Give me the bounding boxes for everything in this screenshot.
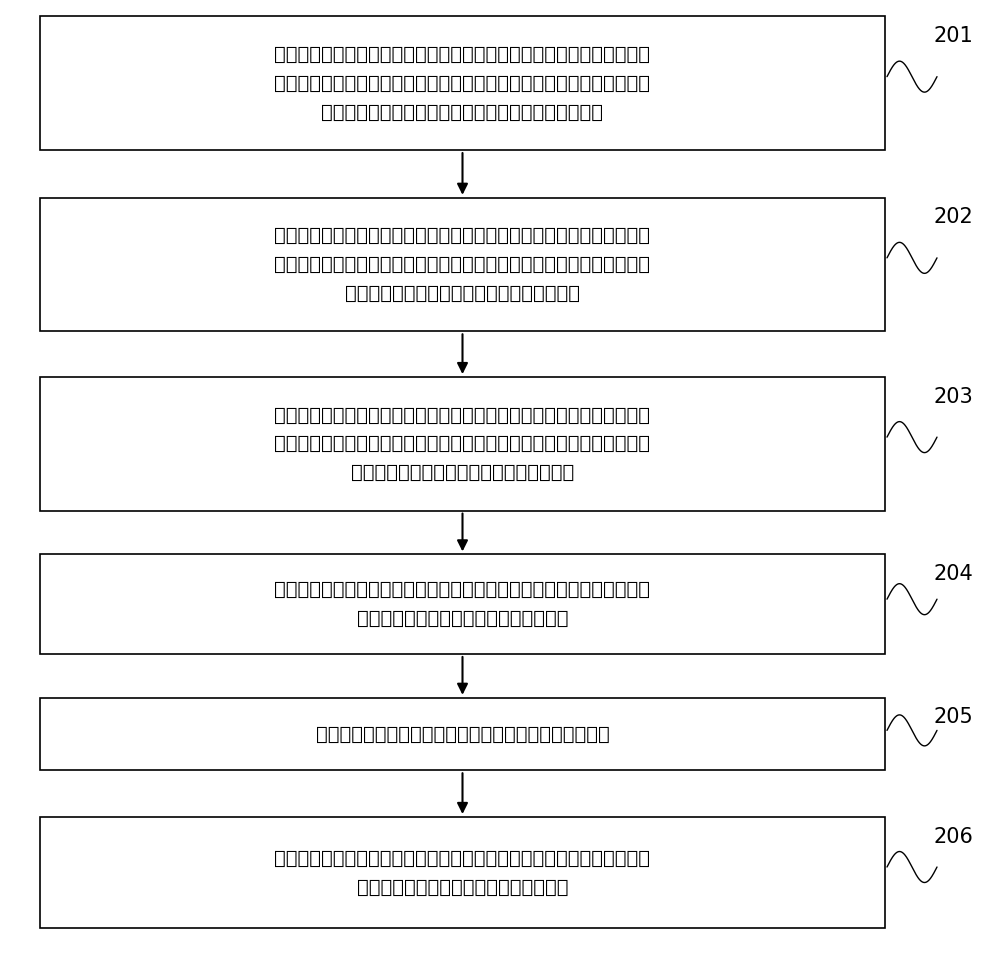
Text: 显示多口气井中每口气井的压裂改造方案和压裂改造体积: 显示多口气井中每口气井的压裂改造方案和压裂改造体积 [316, 725, 609, 743]
FancyBboxPatch shape [40, 554, 885, 654]
FancyBboxPatch shape [40, 16, 885, 150]
FancyBboxPatch shape [40, 198, 885, 331]
Text: 从多口气井中选择压裂改造体积最大的一口气井，将选择的一口气井的压
裂改造方案确定为页岩气井压裂改造方案: 从多口气井中选择压裂改造体积最大的一口气井，将选择的一口气井的压 裂改造方案确定… [274, 849, 650, 896]
Text: 202: 202 [933, 207, 973, 228]
Text: 基于每口气井的初始含气量、剩余含气量、累积产气量和对应的页岩气储
层的密度，确定每口气井的压裂改造体积: 基于每口气井的初始含气量、剩余含气量、累积产气量和对应的页岩气储 层的密度，确定… [274, 580, 650, 628]
Text: 201: 201 [933, 26, 973, 47]
FancyBboxPatch shape [40, 698, 885, 770]
FancyBboxPatch shape [40, 817, 885, 928]
Text: 204: 204 [933, 564, 973, 584]
Text: 基于每口气井的地层温度、气体偏差系数和初始地层压力，以及每口气井
对应的页岩气储层的兰式体积、兰式压力、孔隙度、含水饱和度、密度和
吸附态甲烷密度，确定每口气井: 基于每口气井的地层温度、气体偏差系数和初始地层压力，以及每口气井 对应的页岩气储… [274, 227, 650, 302]
Text: 206: 206 [933, 827, 973, 847]
Text: 205: 205 [933, 707, 973, 728]
Text: 基于每口气井的地层温度、气体偏差系数和生产地层压力，以及每口气井
对应的页岩储层的兰式体积、兰式压力、孔隙度、含水饱和度、密度和吸
附态甲烷密度，确定每口气井的: 基于每口气井的地层温度、气体偏差系数和生产地层压力，以及每口气井 对应的页岩储层… [274, 406, 650, 482]
FancyBboxPatch shape [40, 377, 885, 511]
Text: 获取多口气井中每口气井的地层温度、气体偏差系数、初始地层压力、生
产地层压力和累积产气量，以及每口气井对应的页岩储层的兰式体积、兰
式压力、孔隙度、含水饱和度、: 获取多口气井中每口气井的地层温度、气体偏差系数、初始地层压力、生 产地层压力和累… [274, 46, 650, 121]
Text: 203: 203 [933, 387, 973, 407]
